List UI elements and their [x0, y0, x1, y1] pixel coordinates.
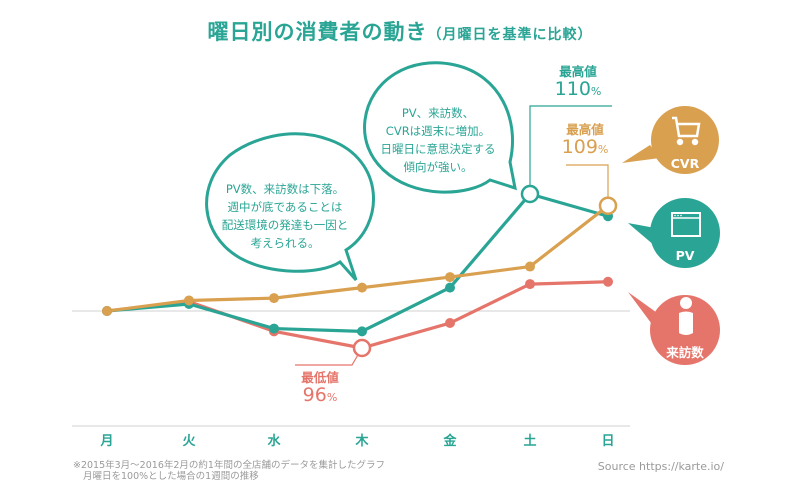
bubble-weekday: [205, 132, 375, 281]
title-sub: （月曜日を基準に比較）: [427, 27, 593, 43]
x-tick-label: 火: [182, 434, 196, 449]
annotation-label: 最低値: [301, 370, 339, 385]
annotation-pv-max: 最高値 110%: [548, 64, 608, 102]
bubble-line: 日曜日に意思決定する: [380, 142, 496, 156]
chart-title: 曜日別の消費者の動き（月曜日を基準に比較）: [0, 16, 800, 46]
legend-pv: [628, 198, 720, 268]
bubble-weekend: [363, 61, 517, 194]
extreme-point-marker: [598, 196, 618, 215]
series-line-visitors: [106, 280, 609, 350]
data-point: [445, 318, 455, 329]
extreme-point-marker: [352, 338, 372, 358]
x-tick-label: 木: [355, 434, 369, 449]
data-point: [269, 293, 279, 304]
legend-label-cvr: CVR: [670, 156, 700, 171]
x-tick-label: 月: [100, 434, 114, 449]
data-point: [269, 323, 279, 334]
footnote-line: ※2015年3月〜2016年2月の約1年間の全店舗のデータを集計したグラフ: [73, 460, 385, 471]
bubble-line: CVRは週末に増加。: [385, 124, 491, 138]
bubble-line: 傾向が強い。: [403, 160, 473, 174]
annotation-value: 109: [561, 136, 598, 158]
data-point: [184, 295, 194, 306]
leader-pv-max: [529, 105, 612, 194]
person-icon: [679, 297, 693, 335]
data-point: [445, 282, 455, 293]
data-point: [357, 326, 367, 337]
annotation-unit: %: [597, 143, 609, 156]
browser-window-icon: [671, 212, 701, 237]
data-point: [445, 272, 455, 283]
leader-cvr-max: [566, 164, 609, 205]
bubble-line: PV数、来訪数は下落。: [225, 182, 345, 196]
legend-label-visitors: 来訪数: [666, 345, 704, 360]
data-point: [102, 306, 112, 316]
annotation-value: 110: [554, 78, 591, 100]
x-tick-label: 金: [443, 434, 457, 449]
annotation-cvr-max: 最高値 109%: [555, 122, 615, 160]
annotation-unit: %: [326, 391, 338, 404]
data-point: [525, 261, 535, 272]
legend-cvr: [622, 106, 719, 174]
x-tick-label: 水: [267, 434, 281, 449]
title-main: 曜日別の消費者の動き: [207, 20, 428, 44]
cart-icon: [672, 116, 701, 146]
data-point: [525, 279, 535, 290]
x-tick-label: 土: [523, 434, 537, 449]
bubble-line: 考えられる。: [250, 236, 320, 250]
footnote: ※2015年3月〜2016年2月の約1年間の全店舗のデータを集計したグラフ 月曜…: [73, 460, 385, 482]
bubble-line: 週中が底であることは: [227, 200, 343, 214]
extreme-point-marker: [520, 184, 540, 204]
source-credit: Source https://karte.io/: [597, 460, 724, 473]
bubble-line: PV、来訪数、: [401, 106, 475, 120]
legend-visitors: [628, 292, 720, 365]
bubble-line: 配送環境の発達も一因と: [221, 218, 349, 232]
leader-visitor-min: [295, 347, 363, 366]
legend-label-pv: PV: [675, 248, 695, 263]
footnote-line: 月曜日を100%とした場合の1週間の推移: [83, 471, 259, 482]
annotation-label: 最高値: [566, 122, 604, 137]
annotation-value: 96: [302, 384, 327, 406]
data-point: [603, 276, 613, 287]
x-tick-label: 日: [601, 434, 615, 449]
annotation-unit: %: [590, 85, 602, 98]
annotation-label: 最高値: [559, 64, 597, 79]
bubble-weekday-text: PV数、来訪数は下落。 週中が底であることは 配送環境の発達も一因と 考えられる…: [205, 180, 365, 252]
data-point: [357, 282, 367, 293]
bubble-weekend-text: PV、来訪数、 CVRは週末に増加。 日曜日に意思決定する 傾向が強い。: [363, 104, 513, 176]
annotation-visitor-min: 最低値 96%: [290, 370, 350, 408]
